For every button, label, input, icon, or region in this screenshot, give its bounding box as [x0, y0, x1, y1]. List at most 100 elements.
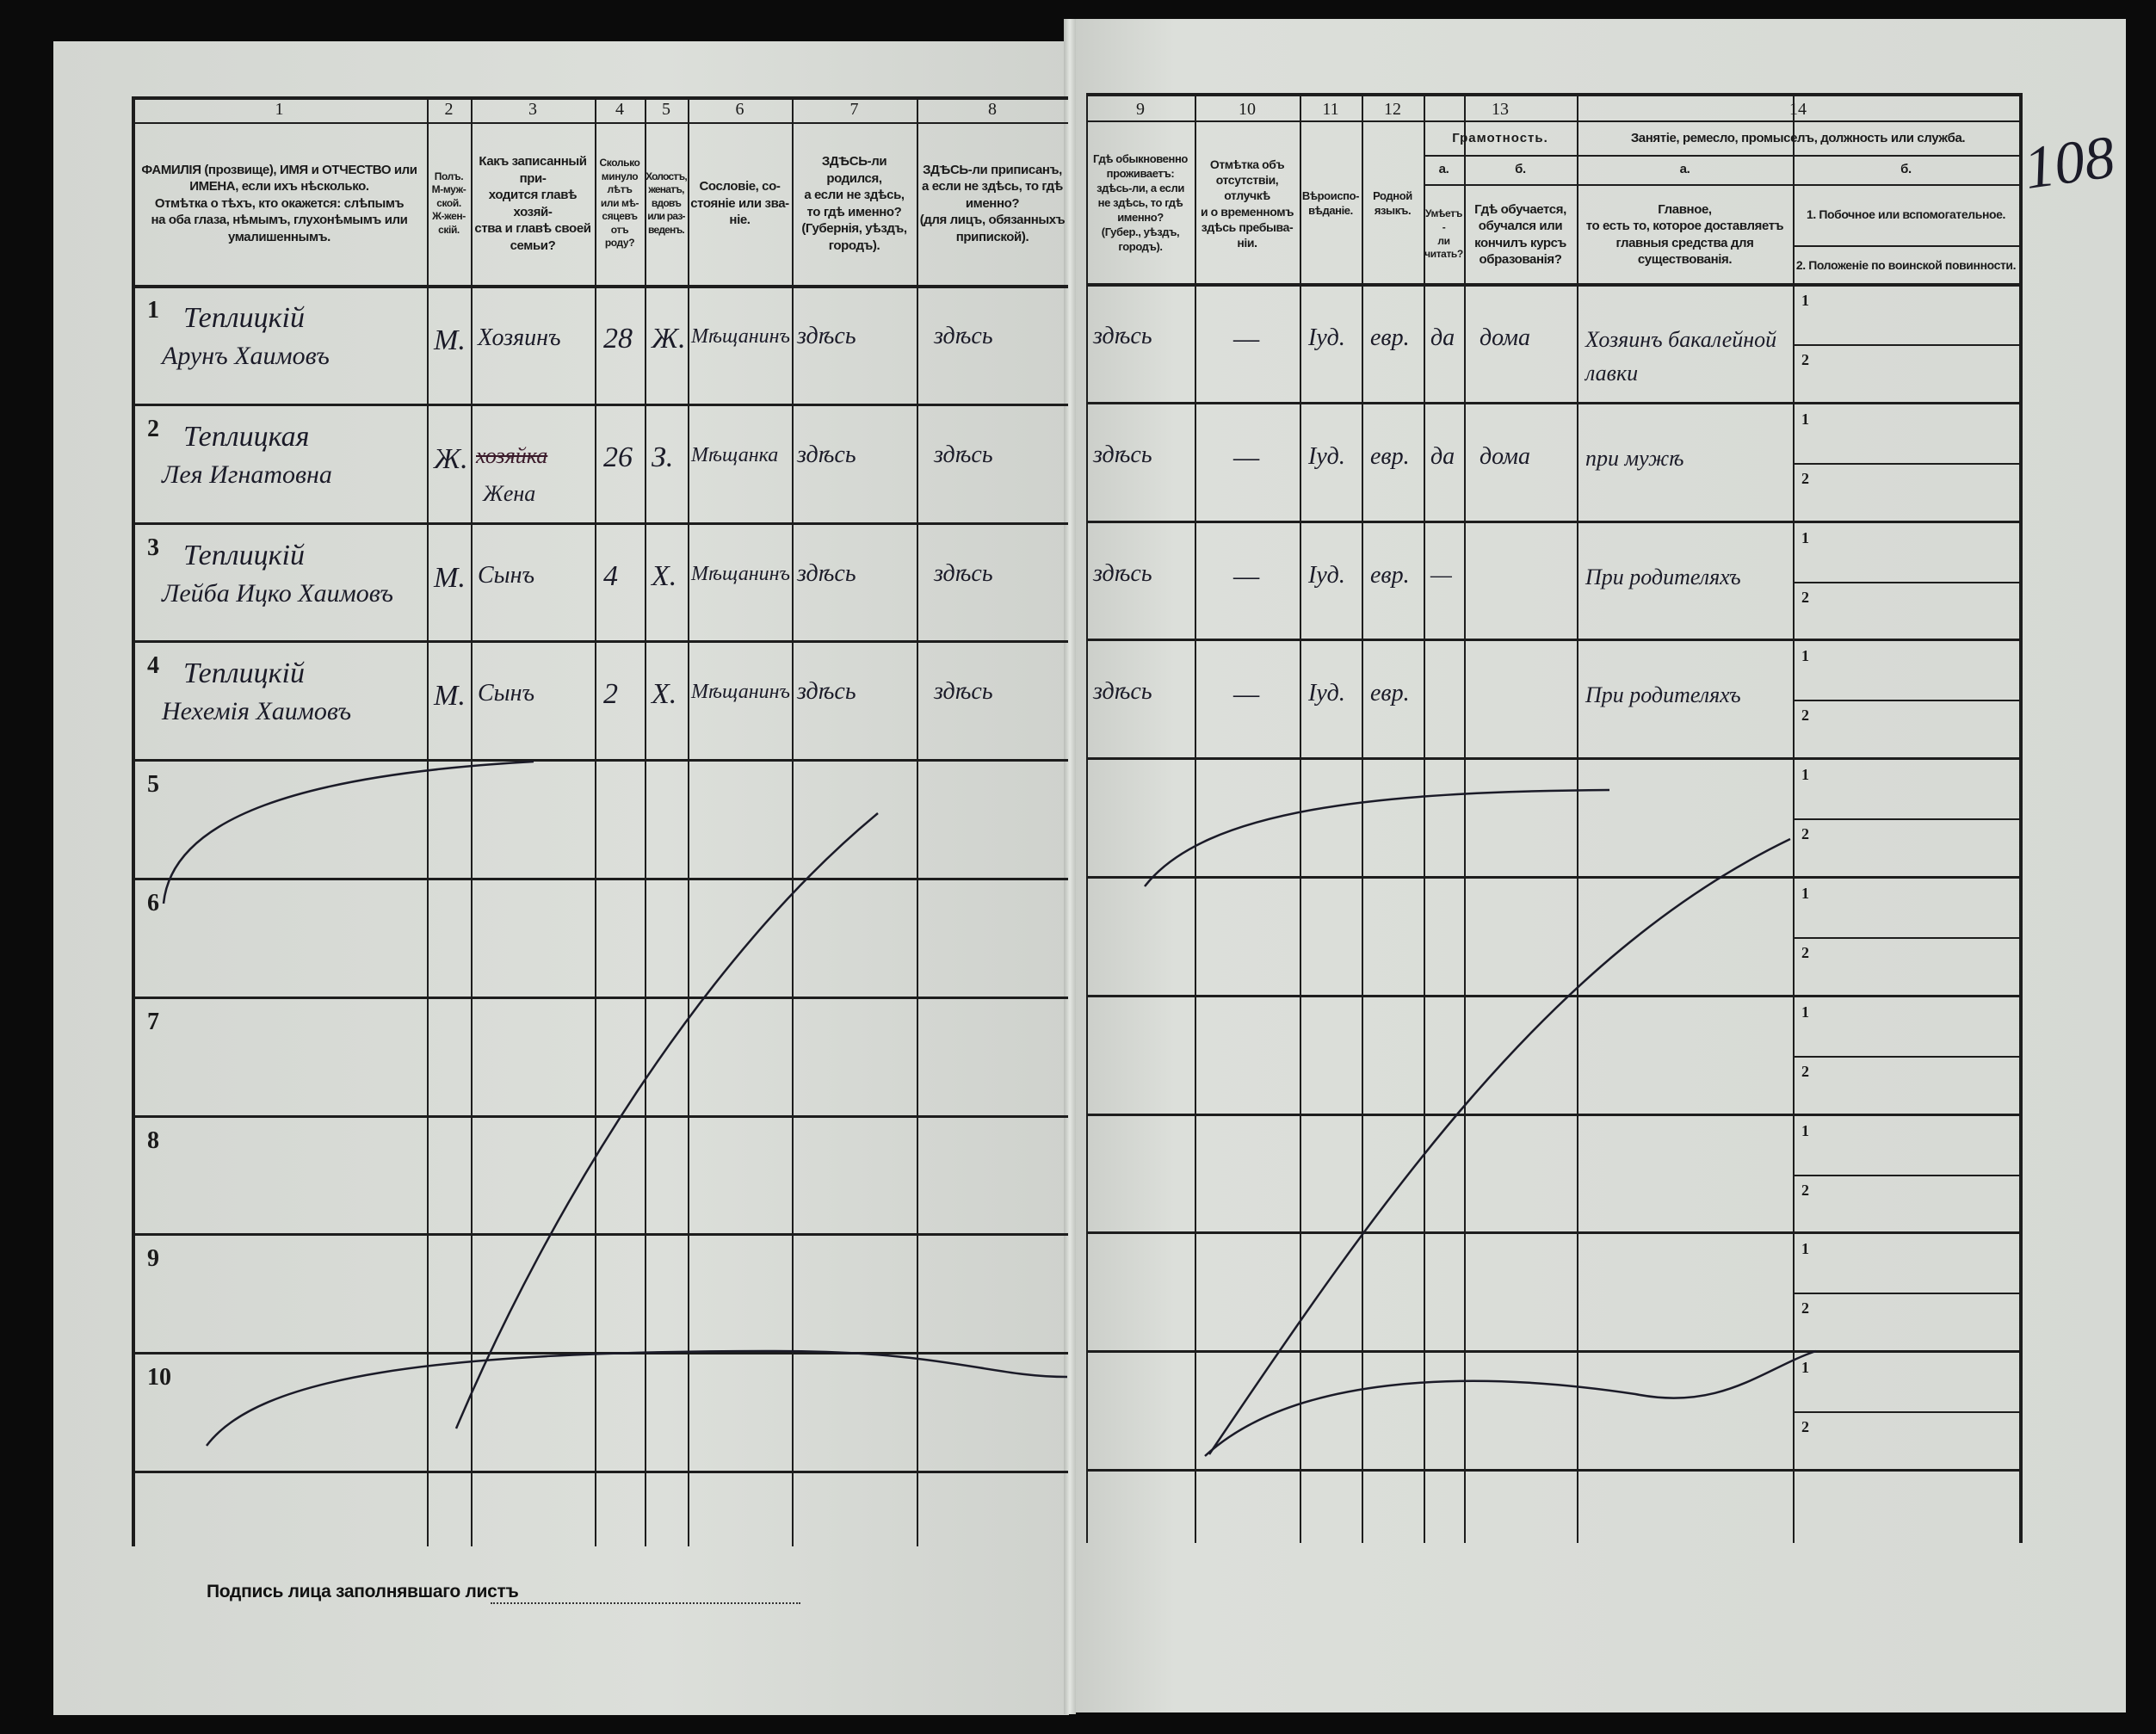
header-marital: Холостъ, женатъ, вдовъ или раз- веденъ.: [646, 170, 688, 236]
column-number: 14: [1789, 99, 1807, 119]
column-number: 10: [1239, 99, 1256, 119]
strike-stroke: [206, 1349, 1068, 1447]
page-fold: [1064, 19, 1076, 1714]
row-number: 9: [147, 1245, 159, 1273]
row-line: [132, 878, 1068, 880]
row-number: 6: [147, 890, 159, 916]
row-line: [1086, 876, 2019, 879]
subrow-line: [1793, 700, 2019, 702]
marital-status: Ж.: [652, 323, 686, 355]
row-line: [132, 403, 1068, 406]
residence: здѣсь: [1093, 323, 1152, 349]
religion: Iуд.: [1308, 442, 1345, 470]
header-13b-letter: б.: [1515, 162, 1526, 177]
subrow-label: 2: [1801, 1062, 1809, 1080]
education-place: дома: [1480, 442, 1530, 470]
age: 4: [603, 559, 618, 592]
header-language: Родной языкъ.: [1373, 188, 1412, 217]
marital-status: Х.: [652, 678, 677, 711]
sex: Ж.: [434, 442, 468, 475]
main-occupation: Хозяинъ бакалейной лавки: [1585, 327, 1777, 386]
age: 2: [603, 678, 618, 711]
religion: Iуд.: [1308, 680, 1345, 707]
religion: Iуд.: [1308, 561, 1345, 589]
subrow-label: 1: [1801, 410, 1809, 428]
absence-note: —: [1233, 678, 1260, 711]
given-name-patronymic: Лейба Ицко Хаимовъ: [162, 578, 393, 608]
rule-line: [1086, 120, 2019, 122]
subrow-line: [1793, 936, 2019, 939]
subrow-line: [1793, 343, 2019, 346]
relation-to-head: Сынъ: [478, 561, 535, 589]
row-line: [132, 1233, 1068, 1237]
subrow-label: 2: [1801, 1181, 1809, 1199]
strike-stroke: [1208, 837, 1791, 1455]
header-can-read: Умѣетъ- ли читать?: [1424, 207, 1463, 261]
education-place: дома: [1480, 324, 1530, 351]
header-religion: Вѣроиспо- вѣданіе.: [1301, 188, 1360, 217]
header-registration: ЗДѢСЬ-ли приписанъ, а если не здѣсь, то …: [919, 162, 1066, 244]
native-language: евр.: [1370, 442, 1410, 470]
subrow-line: [1793, 1055, 2019, 1058]
header-estate: Сословіе, со- стояніе или зва- ніе.: [690, 179, 789, 228]
row-line: [1086, 1113, 2019, 1116]
column-number: 5: [662, 99, 670, 119]
rule-line: [1577, 155, 2019, 157]
row-number: 8: [147, 1126, 159, 1154]
column-number: 6: [735, 99, 744, 119]
column-line: [917, 96, 918, 1546]
header-birthplace: ЗДѢСЬ-ли родился, а если не здѣсь, то гд…: [801, 154, 907, 253]
rule-line: [1086, 283, 2019, 287]
row-line: [132, 521, 1068, 525]
relation-struck: хозяйка: [476, 442, 548, 468]
column-line: [595, 96, 596, 1546]
row-line: [132, 1471, 1068, 1473]
row-number: 4: [147, 652, 159, 680]
column-line: [427, 96, 429, 1546]
column-number: 2: [444, 99, 454, 119]
given-name-patronymic: Нехемія Хаимовъ: [162, 697, 352, 726]
row-line: [1086, 639, 2019, 642]
native-language: евр.: [1370, 680, 1410, 707]
surname: Теплицкій: [183, 657, 305, 690]
absence-note: —: [1233, 559, 1260, 592]
column-number: 9: [1136, 99, 1145, 119]
column-number: 13: [1492, 99, 1509, 119]
header-name: ФАМИЛІЯ (прозвище), ИМЯ и ОТЧЕСТВО или И…: [141, 162, 417, 244]
table-top-border: [1086, 93, 2023, 96]
rule-line: [1793, 245, 2019, 247]
surname: Теплицкій: [183, 302, 305, 334]
row-line: [132, 640, 1068, 644]
subrow-label: 1: [1801, 1240, 1809, 1258]
birthplace: здѣсь: [797, 323, 856, 349]
subrow-label: 1: [1801, 647, 1809, 665]
header-age: Сколько минуло лѣтъ или мѣ- сяцевъ отъ р…: [599, 156, 640, 250]
subrow-label: 1: [1801, 528, 1809, 546]
subrow-label: 2: [1801, 350, 1809, 368]
column-line: [1464, 93, 1466, 1543]
row-line: [1086, 994, 2019, 997]
main-occupation: При родителяхъ: [1585, 682, 1741, 708]
can-read: да: [1430, 324, 1455, 351]
header-literacy: Грамотность.: [1452, 131, 1548, 146]
native-language: евр.: [1370, 324, 1410, 351]
birthplace: здѣсь: [797, 441, 856, 468]
row-line: [1086, 1469, 2019, 1472]
signature-line: [491, 1602, 800, 1604]
can-read: да: [1430, 442, 1455, 470]
header-absence: Отмѣтка объ отсутствіи, отлучкѣ и о врем…: [1200, 157, 1294, 250]
column-line: [1424, 93, 1425, 1543]
column-number: 1: [275, 99, 284, 119]
relation-to-head: Сынъ: [478, 680, 535, 707]
header-13a-letter: а.: [1438, 162, 1449, 177]
row-line: [1086, 1350, 2019, 1354]
absence-note: —: [1233, 323, 1260, 355]
row-line: [132, 996, 1068, 999]
strike-stroke: [1144, 788, 1610, 887]
residence: здѣсь: [1093, 678, 1152, 706]
header-residence: Гдѣ обыкновенно проживаетъ: здѣсь-ли, а …: [1093, 152, 1188, 253]
age: 28: [603, 323, 633, 355]
registration-place: здѣсь: [934, 559, 993, 587]
column-line: [1300, 93, 1301, 1543]
